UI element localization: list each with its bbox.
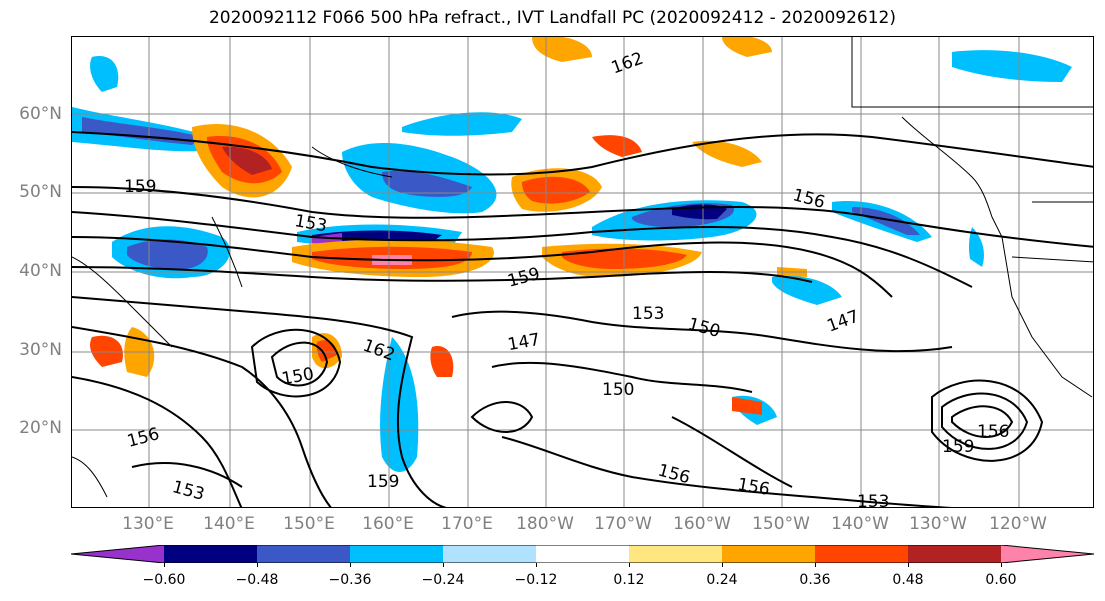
- contour-label: 159: [942, 437, 974, 457]
- colorbar-tick-mark: [257, 563, 258, 567]
- colorbar-segment: [164, 545, 258, 563]
- latitude-label: 30°N: [19, 340, 62, 360]
- colorbar-segment: [908, 545, 1002, 563]
- latitude-label: 40°N: [19, 261, 62, 281]
- contour-label: 150: [602, 380, 634, 400]
- colorbar-tick-label: 0.12: [613, 572, 645, 588]
- contour-label: 153: [632, 304, 664, 324]
- figure-title: 2020092112 F066 500 hPa refract., IVT La…: [208, 8, 896, 28]
- latitude-label: 20°N: [19, 418, 62, 438]
- contour-lines: [72, 131, 1093, 507]
- longitude-label: 120°W: [989, 514, 1047, 534]
- longitude-label: 140°E: [203, 514, 255, 534]
- contour-label: 156: [125, 424, 162, 452]
- map-panel: 162 159 156 153 150 147 162 159 156 153 …: [71, 36, 1094, 508]
- colorbar-tick-mark: [908, 563, 909, 567]
- longitude-label: 150°E: [283, 514, 335, 534]
- colorbar-segment: [722, 545, 816, 563]
- colorbar-segments: [71, 545, 1094, 563]
- longitude-label: 170°W: [594, 514, 652, 534]
- contour-label: 159: [124, 177, 156, 197]
- contour-label: 159: [367, 472, 399, 492]
- colorbar-tick-label: 0.36: [799, 572, 831, 588]
- longitude-label: 170°E: [441, 514, 493, 534]
- contour-label: 159: [506, 264, 543, 292]
- longitude-label: 160°W: [673, 514, 731, 534]
- colorbar-tick-label: 0.60: [985, 572, 1017, 588]
- colorbar-tick-mark: [1001, 563, 1002, 567]
- colorbar-tick-mark: [443, 563, 444, 567]
- colorbar-segment: [257, 545, 351, 563]
- colorbar-segment: [443, 545, 537, 563]
- colorbar-segment: [629, 545, 723, 563]
- contour-label: 153: [857, 492, 889, 508]
- colorbar-tick-label: −0.12: [514, 572, 558, 588]
- colorbar-tick-label: 0.24: [706, 572, 738, 588]
- colorbar-segment: [1001, 545, 1094, 563]
- contour-label: 153: [170, 477, 207, 505]
- coastlines: [72, 37, 1093, 498]
- map-plot: 162 159 156 153 150 147 162 159 156 153 …: [72, 37, 1093, 508]
- colorbar-tick-mark: [722, 563, 723, 567]
- colorbar-segment: [536, 545, 630, 563]
- colorbar-tick-mark: [164, 563, 165, 567]
- colorbar-tick-label: 0.48: [892, 572, 924, 588]
- latitude-label: 60°N: [19, 104, 62, 124]
- longitude-label: 150°W: [752, 514, 810, 534]
- contour-label: 156: [656, 461, 693, 489]
- colorbar-tick-mark: [815, 563, 816, 567]
- colorbar-tick-mark: [350, 563, 351, 567]
- colorbar-tick-label: −0.36: [328, 572, 372, 588]
- latitude-label: 50°N: [19, 182, 62, 202]
- colorbar-tick-mark: [629, 563, 630, 567]
- longitude-label: 140°W: [831, 514, 889, 534]
- contour-label: 156: [977, 422, 1009, 442]
- colorbar-tick-label: −0.60: [142, 572, 186, 588]
- contour-label: 162: [609, 49, 646, 79]
- contour-label: 150: [686, 314, 723, 342]
- colorbar-tick-mark: [536, 563, 537, 567]
- contour-label: 147: [824, 307, 861, 337]
- contour-label: 156: [736, 475, 771, 500]
- negative-shading: [72, 50, 1072, 472]
- contour-label: 147: [506, 330, 541, 355]
- colorbar-segment: [815, 545, 909, 563]
- longitude-label: 130°E: [122, 514, 174, 534]
- colorbar-tick-label: −0.48: [235, 572, 279, 588]
- colorbar: [71, 545, 1094, 563]
- colorbar-segment: [350, 545, 444, 563]
- colorbar-segment: [71, 545, 164, 563]
- longitude-label: 130°W: [909, 514, 967, 534]
- longitude-label: 180°W: [516, 514, 574, 534]
- longitude-label: 160°E: [362, 514, 414, 534]
- colorbar-tick-label: −0.24: [421, 572, 465, 588]
- contour-label-group: 162 159 156 153 150 147 162 159 156 153 …: [124, 49, 1009, 508]
